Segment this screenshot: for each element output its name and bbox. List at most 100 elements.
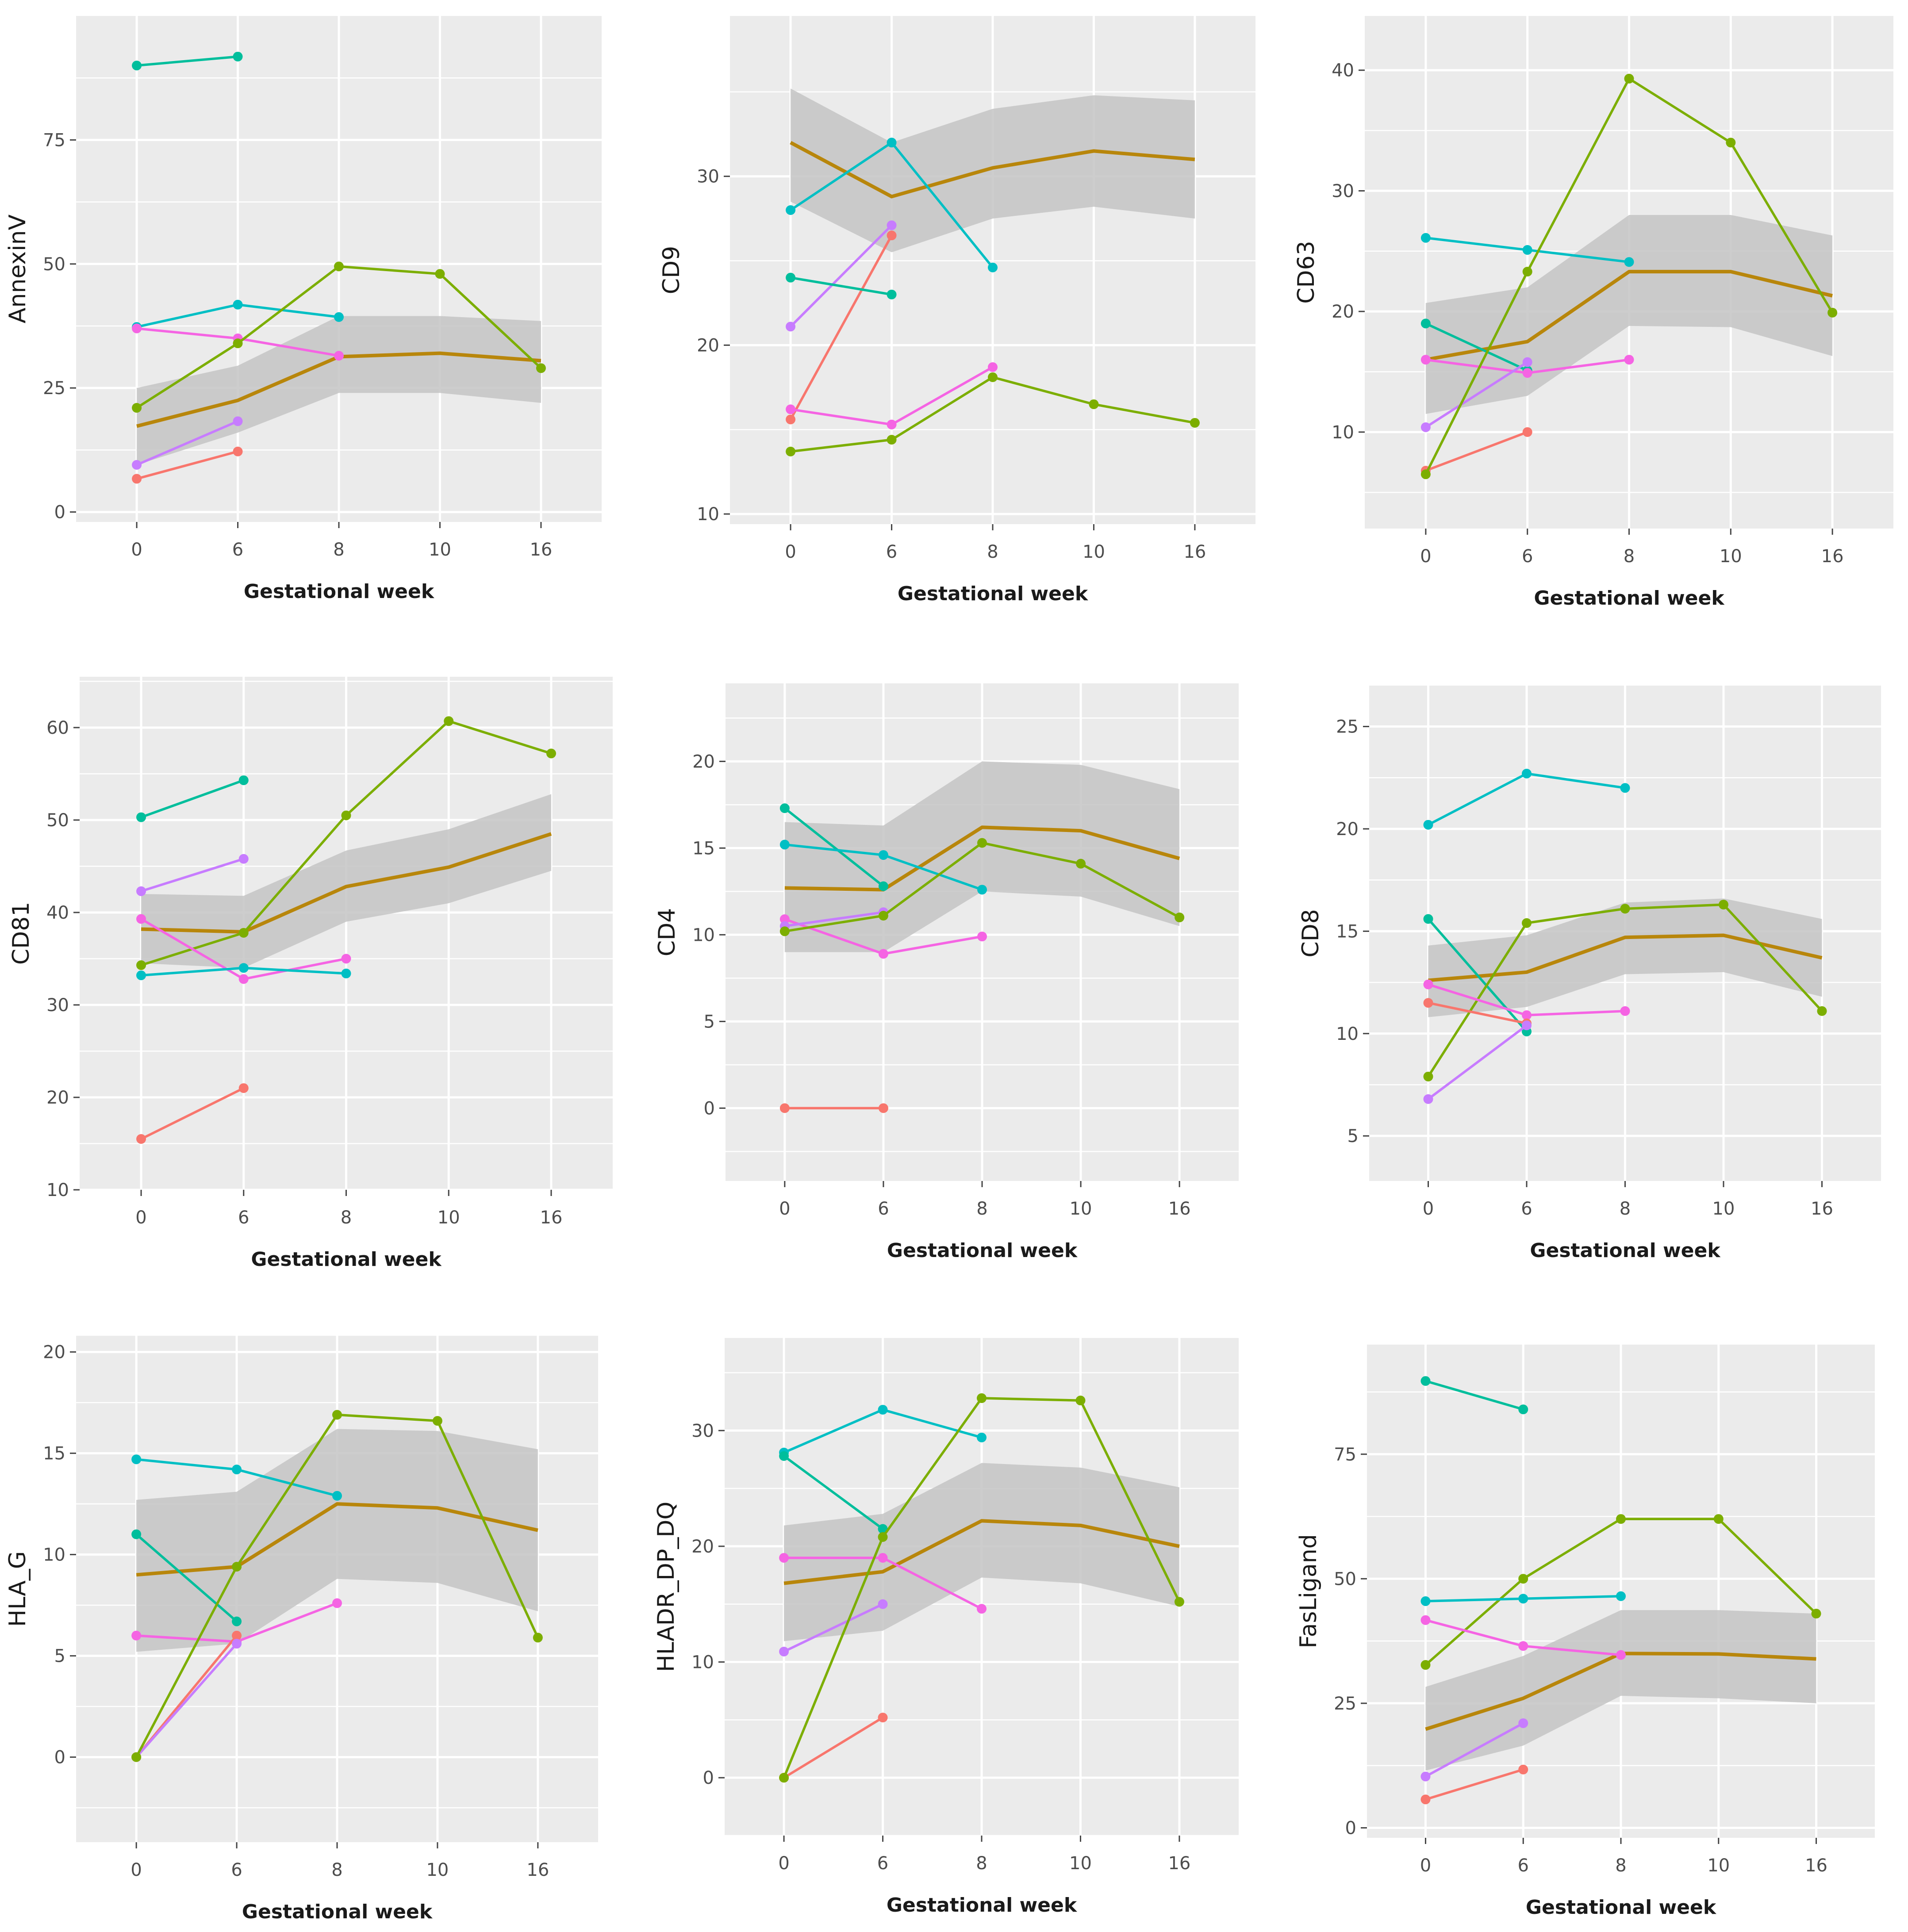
x-axis-title: Gestational week xyxy=(1530,1239,1721,1262)
data-point-s3 xyxy=(977,885,987,895)
chart-panel-3: 10 20 30 40 0 6 8 10 16 Gestational week CD63 xyxy=(1293,16,1893,610)
data-point-s2 xyxy=(334,261,344,272)
y-tick-label: 10 xyxy=(697,504,719,525)
x-tick-label: 0 xyxy=(779,1199,790,1219)
data-point-s2 xyxy=(1174,1597,1184,1607)
y-tick-label: 20 xyxy=(697,335,719,356)
data-point-s3 xyxy=(1518,1594,1528,1604)
data-point-s5 xyxy=(1423,914,1433,924)
series-line-s5 xyxy=(784,807,884,887)
data-point-s2 xyxy=(1811,1609,1821,1619)
y-tick-label: 5 xyxy=(704,1012,715,1032)
data-point-s2 xyxy=(533,1633,543,1643)
data-point-s3 xyxy=(1616,1591,1626,1601)
data-point-s2 xyxy=(1420,1660,1431,1670)
data-point-s3 xyxy=(779,840,790,850)
series-line-s1 xyxy=(1428,1001,1527,1025)
data-point-s4 xyxy=(878,1599,888,1609)
y-axis-title: HLA_G xyxy=(4,1551,31,1627)
y-axis-title: FasLigand xyxy=(1295,1534,1322,1648)
data-point-s6 xyxy=(332,1598,342,1608)
y-tick-label: 15 xyxy=(43,1444,65,1464)
y-tick-label: 50 xyxy=(46,810,69,831)
y-tick-label: 0 xyxy=(54,502,65,523)
confidence-band xyxy=(784,1463,1179,1641)
mean-trend-line xyxy=(790,141,1195,199)
series-line-s5 xyxy=(141,779,244,819)
x-tick-label: 0 xyxy=(778,1853,789,1874)
data-point-s6 xyxy=(238,974,249,984)
data-point-s1 xyxy=(132,474,142,484)
data-point-s5 xyxy=(1420,1376,1431,1386)
data-point-s3 xyxy=(238,963,249,973)
data-point-s6 xyxy=(988,362,998,372)
x-tick-label: 8 xyxy=(1615,1855,1626,1876)
data-point-s2 xyxy=(1522,267,1532,277)
y-tick-label: 10 xyxy=(43,1545,65,1565)
data-point-s6 xyxy=(1518,1641,1528,1651)
x-tick-label: 6 xyxy=(878,1199,889,1219)
x-tick-label: 0 xyxy=(1420,1855,1431,1876)
y-tick-label: 20 xyxy=(46,1088,69,1108)
data-point-s2 xyxy=(233,338,243,349)
series-line-s1 xyxy=(136,450,238,480)
series-line-s5 xyxy=(1425,322,1528,372)
data-point-s2 xyxy=(779,926,790,936)
y-axis-title: CD63 xyxy=(1293,241,1320,304)
y-tick-label: 50 xyxy=(43,254,65,275)
y-tick-label: 20 xyxy=(1336,819,1359,840)
confidence-band xyxy=(1428,898,1822,1017)
data-point-s3 xyxy=(977,1433,987,1442)
y-tick-label: 0 xyxy=(704,1098,715,1119)
data-point-s6 xyxy=(1522,368,1532,378)
data-point-s2 xyxy=(977,838,987,848)
x-tick-label: 10 xyxy=(1720,546,1742,567)
series-line-s4 xyxy=(1425,1722,1524,1778)
data-point-s2 xyxy=(1423,1071,1433,1081)
data-point-s6 xyxy=(779,1553,789,1563)
chart-panel-6: 5 10 15 20 25 0 6 8 10 16 Gestational week CD8 xyxy=(1298,686,1881,1262)
data-point-s3 xyxy=(232,1464,242,1475)
x-tick-label: 8 xyxy=(333,540,344,560)
data-point-s6 xyxy=(1423,979,1433,989)
data-point-s1 xyxy=(136,1134,146,1144)
data-point-s5 xyxy=(779,803,790,813)
data-point-s2 xyxy=(1620,904,1630,914)
data-point-s6 xyxy=(878,1553,888,1563)
x-tick-label: 16 xyxy=(526,1860,549,1880)
series-line-s5 xyxy=(1425,1380,1524,1411)
series-line-s5 xyxy=(1427,918,1528,1032)
data-point-s5 xyxy=(786,272,796,283)
data-point-s3 xyxy=(887,138,897,148)
x-tick-label: 10 xyxy=(1070,1199,1092,1219)
series-line-s4 xyxy=(136,420,238,466)
x-tick-label: 16 xyxy=(1183,542,1206,562)
x-tick-label: 8 xyxy=(987,542,998,562)
data-point-s5 xyxy=(878,881,888,891)
y-axis-title: CD4 xyxy=(654,908,680,956)
data-point-s5 xyxy=(232,1616,242,1626)
y-tick-label: 20 xyxy=(1332,302,1354,322)
x-tick-label: 6 xyxy=(1521,1199,1532,1219)
series-line-s4 xyxy=(135,1643,238,1758)
y-tick-label: 5 xyxy=(1348,1126,1359,1146)
data-point-s5 xyxy=(132,61,142,71)
x-tick-label: 8 xyxy=(331,1860,342,1880)
data-point-s3 xyxy=(1522,245,1532,255)
data-point-s2 xyxy=(432,1416,442,1426)
x-axis-title: Gestational week xyxy=(887,1894,1078,1917)
data-point-s2 xyxy=(1175,912,1185,923)
x-tick-label: 6 xyxy=(231,1860,242,1880)
data-point-s3 xyxy=(332,1491,342,1501)
data-point-s1 xyxy=(238,1083,249,1093)
data-point-s5 xyxy=(1518,1404,1528,1414)
data-point-s5 xyxy=(238,775,249,786)
x-tick-label: 6 xyxy=(1522,546,1533,567)
data-point-s2 xyxy=(332,1410,342,1420)
data-point-s2 xyxy=(1817,1006,1827,1016)
y-tick-label: 5 xyxy=(54,1646,65,1667)
x-tick-label: 6 xyxy=(238,1208,249,1228)
data-point-s2 xyxy=(786,446,796,456)
data-point-s4 xyxy=(1420,1771,1431,1782)
data-point-s5 xyxy=(779,1451,789,1461)
